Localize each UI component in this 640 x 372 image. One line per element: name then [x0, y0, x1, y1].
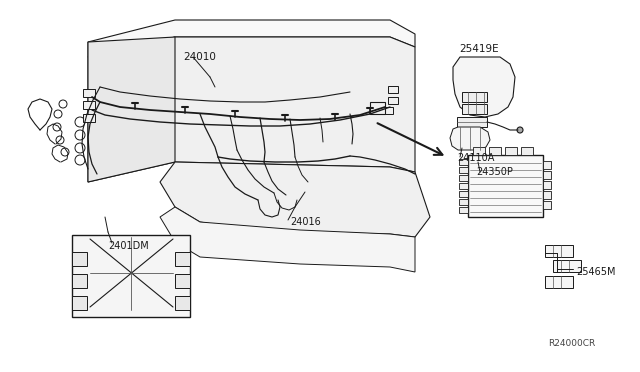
FancyBboxPatch shape	[72, 235, 190, 317]
FancyBboxPatch shape	[175, 296, 190, 310]
FancyBboxPatch shape	[459, 183, 468, 189]
FancyBboxPatch shape	[459, 159, 468, 165]
Text: R24000CR: R24000CR	[548, 339, 595, 347]
FancyBboxPatch shape	[459, 207, 468, 213]
Text: 2401DM: 2401DM	[108, 241, 148, 251]
FancyBboxPatch shape	[545, 276, 573, 288]
Text: 24010: 24010	[183, 52, 216, 62]
FancyBboxPatch shape	[545, 245, 573, 257]
FancyBboxPatch shape	[489, 147, 501, 155]
FancyBboxPatch shape	[473, 147, 485, 155]
FancyBboxPatch shape	[553, 260, 581, 272]
Text: 25465M: 25465M	[576, 267, 616, 277]
Polygon shape	[88, 37, 415, 182]
FancyBboxPatch shape	[72, 252, 87, 266]
FancyBboxPatch shape	[543, 181, 551, 189]
FancyBboxPatch shape	[459, 199, 468, 205]
Text: 24016: 24016	[290, 217, 321, 227]
FancyBboxPatch shape	[459, 167, 468, 173]
Text: 24350P: 24350P	[476, 167, 513, 177]
Circle shape	[517, 127, 523, 133]
FancyBboxPatch shape	[543, 161, 551, 169]
FancyBboxPatch shape	[459, 175, 468, 181]
FancyBboxPatch shape	[521, 147, 533, 155]
Polygon shape	[160, 207, 415, 272]
FancyBboxPatch shape	[72, 296, 87, 310]
FancyBboxPatch shape	[543, 171, 551, 179]
FancyBboxPatch shape	[388, 97, 398, 104]
Text: 24110A: 24110A	[457, 153, 494, 163]
FancyBboxPatch shape	[505, 147, 517, 155]
Polygon shape	[160, 162, 430, 237]
FancyBboxPatch shape	[83, 114, 95, 122]
FancyBboxPatch shape	[72, 274, 87, 288]
FancyBboxPatch shape	[543, 191, 551, 199]
FancyBboxPatch shape	[459, 191, 468, 197]
FancyBboxPatch shape	[462, 104, 487, 114]
FancyBboxPatch shape	[543, 201, 551, 209]
FancyBboxPatch shape	[388, 86, 398, 93]
FancyBboxPatch shape	[383, 107, 393, 114]
Polygon shape	[453, 57, 515, 117]
Polygon shape	[88, 37, 175, 182]
FancyBboxPatch shape	[468, 155, 543, 217]
FancyBboxPatch shape	[83, 101, 95, 109]
Polygon shape	[88, 20, 415, 57]
FancyBboxPatch shape	[457, 117, 487, 127]
Polygon shape	[450, 127, 490, 150]
FancyBboxPatch shape	[83, 89, 95, 97]
FancyBboxPatch shape	[175, 274, 190, 288]
FancyBboxPatch shape	[370, 102, 385, 114]
Text: 25419E: 25419E	[459, 44, 499, 54]
FancyBboxPatch shape	[462, 92, 487, 102]
FancyBboxPatch shape	[175, 252, 190, 266]
